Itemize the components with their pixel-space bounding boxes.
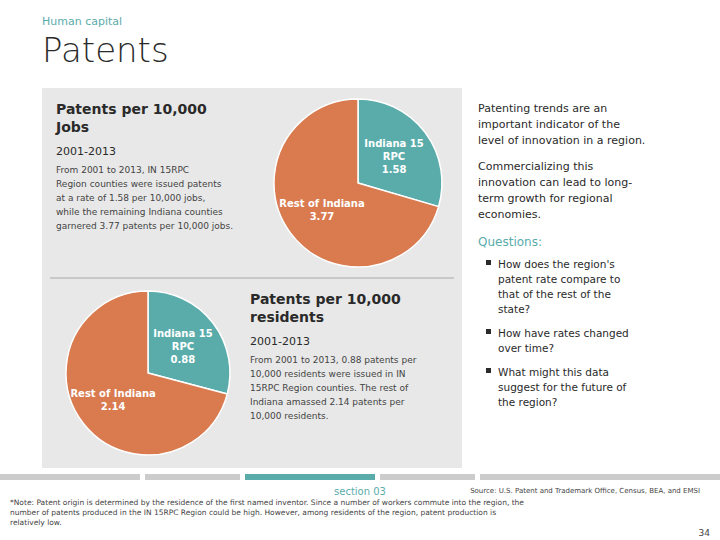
svg-text:10,000 residents were issued i: 10,000 residents were issued in IN <box>250 369 406 379</box>
svg-text:3.77: 3.77 <box>310 211 335 222</box>
svg-text:Source: U.S. Patent and Tradem: Source: U.S. Patent and Trademark Office… <box>470 487 700 495</box>
svg-text:*Note: Patent origin is determ: *Note: Patent origin is determined by th… <box>10 498 524 507</box>
svg-text:What might this data: What might this data <box>498 366 609 378</box>
svg-text:patent rate compare to: patent rate compare to <box>498 273 620 285</box>
svg-text:34: 34 <box>699 528 711 538</box>
svg-text:RPC: RPC <box>172 341 194 352</box>
svg-text:Indiana 15: Indiana 15 <box>364 138 423 149</box>
svg-text:2.14: 2.14 <box>101 401 126 412</box>
svg-text:Region counties were issued pa: Region counties were issued patents <box>56 179 222 189</box>
svg-text:Indiana 15: Indiana 15 <box>153 328 212 339</box>
svg-text:From 2001 to 2013, 0.88 patent: From 2001 to 2013, 0.88 patents per <box>250 355 417 365</box>
svg-text:at a rate of 1.58 per 10,000 j: at a rate of 1.58 per 10,000 jobs, <box>56 193 205 203</box>
svg-text:Patenting trends are an: Patenting trends are an <box>478 102 607 115</box>
svg-text:relatively low.: relatively low. <box>10 518 62 527</box>
svg-text:that of the rest of the: that of the rest of the <box>498 288 611 300</box>
svg-text:innovation can lead to long-: innovation can lead to long- <box>478 176 632 189</box>
svg-text:15RPC Region counties. The res: 15RPC Region counties. The rest of <box>250 383 409 393</box>
svg-text:the region?: the region? <box>498 396 557 408</box>
svg-text:suggest for the future of: suggest for the future of <box>498 381 627 393</box>
svg-text:Rest of Indiana: Rest of Indiana <box>70 388 155 399</box>
svg-text:number of patents produced in: number of patents produced in the IN 15R… <box>10 508 496 517</box>
svg-text:10,000 residents.: 10,000 residents. <box>250 411 329 421</box>
svg-text:important indicator of the: important indicator of the <box>478 118 620 131</box>
svg-text:Patents per 10,000: Patents per 10,000 <box>250 291 401 307</box>
svg-text:Rest of Indiana: Rest of Indiana <box>279 198 364 209</box>
svg-text:2001-2013: 2001-2013 <box>250 335 310 348</box>
svg-text:while the remaining Indiana co: while the remaining Indiana counties <box>56 207 223 217</box>
svg-text:section 03: section 03 <box>334 486 386 497</box>
svg-text:level of innovation in a regio: level of innovation in a region. <box>478 134 645 147</box>
svg-text:Jobs: Jobs <box>55 119 89 135</box>
svg-text:garnered 3.77 patents per 10,0: garnered 3.77 patents per 10,000 jobs. <box>56 221 233 231</box>
svg-text:Human capital: Human capital <box>42 15 122 28</box>
svg-text:How have rates changed: How have rates changed <box>498 327 629 339</box>
svg-text:state?: state? <box>498 303 530 315</box>
svg-text:economies.: economies. <box>478 208 541 221</box>
svg-text:Indiana amassed 2.14 patents p: Indiana amassed 2.14 patents per <box>250 397 405 407</box>
svg-text:0.88: 0.88 <box>171 354 196 365</box>
svg-text:From 2001 to 2013, IN 15RPC: From 2001 to 2013, IN 15RPC <box>56 165 189 175</box>
svg-text:2001-2013: 2001-2013 <box>56 145 116 158</box>
svg-text:term growth for regional: term growth for regional <box>478 192 613 205</box>
svg-text:Questions:: Questions: <box>478 235 542 249</box>
svg-text:RPC: RPC <box>383 151 405 162</box>
svg-text:Commercializing this: Commercializing this <box>478 160 593 173</box>
svg-text:residents: residents <box>250 309 324 325</box>
svg-text:over time?: over time? <box>498 342 554 354</box>
svg-text:Patents per 10,000: Patents per 10,000 <box>56 101 207 117</box>
svg-text:How does the region's: How does the region's <box>498 258 615 270</box>
svg-text:Patents: Patents <box>42 30 169 70</box>
svg-text:1.58: 1.58 <box>382 164 407 175</box>
